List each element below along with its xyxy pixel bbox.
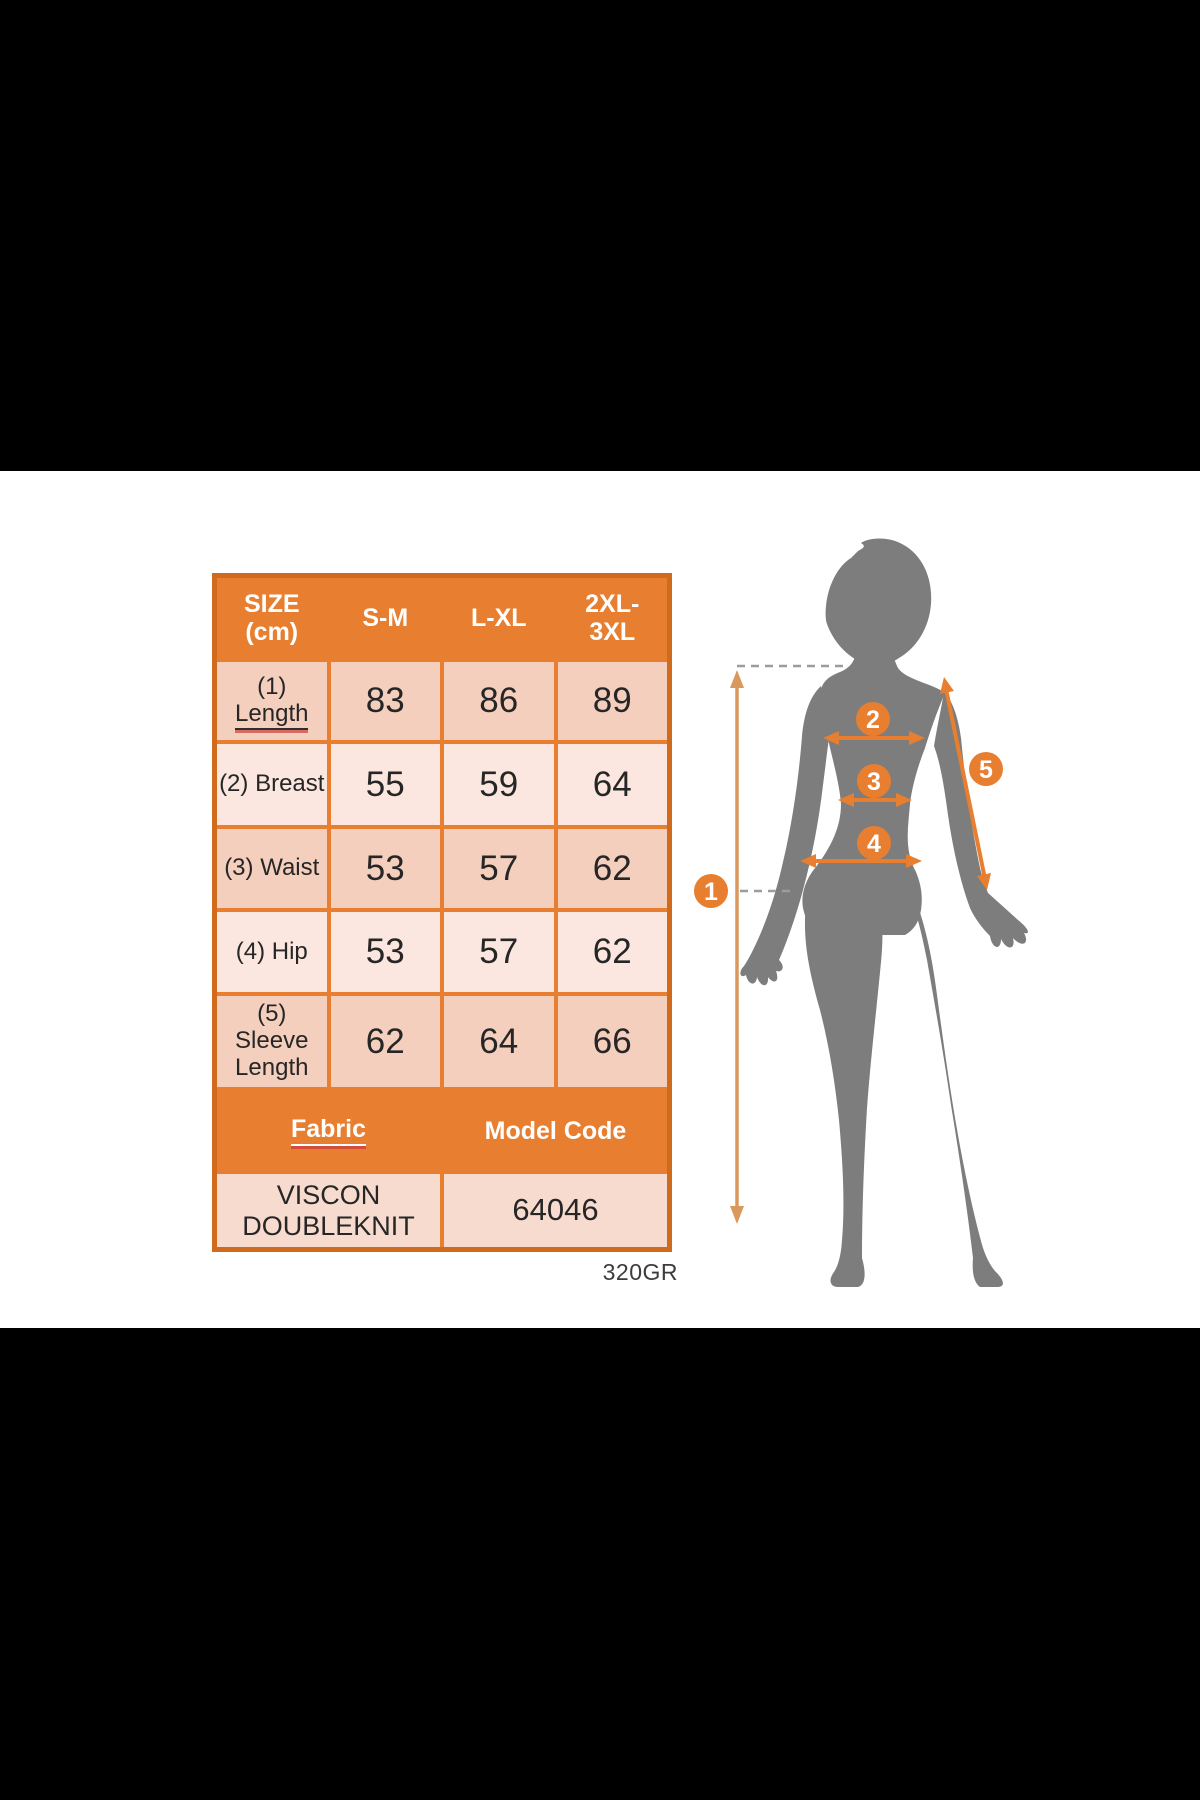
hip-2xl-value: 62 (557, 912, 667, 992)
header-l-xl: L-XL (444, 578, 554, 658)
header-2xl-3xl: 2XL- 3XL (557, 578, 667, 658)
row-hip-label: (4) Hip (217, 912, 327, 992)
row-sleeve-word2: Length (235, 1053, 309, 1081)
model-code-value: 64046 (444, 1174, 667, 1247)
row-breast-label: (2) Breast (217, 744, 327, 825)
row-sleeve-label: (5) Sleeve Length (217, 996, 327, 1087)
length-lxl-value: 86 (444, 662, 554, 740)
waist-2xl-value: 62 (557, 829, 667, 908)
letterbox-top (0, 0, 1200, 471)
breast-2xl-value: 64 (557, 744, 667, 825)
header-size-cm: SIZE (cm) (217, 578, 327, 658)
hip-sm-value: 53 (330, 912, 440, 992)
waist-lxl-value: 57 (444, 829, 554, 908)
row-sleeve-word1: Sleeve (235, 1027, 309, 1055)
model-code-header: Model Code (444, 1091, 667, 1170)
row-length-label: (1) Length (217, 662, 327, 740)
row-length-prefix: (1) (257, 673, 287, 701)
breast-lxl-value: 59 (444, 744, 554, 825)
row-length-word: Length (235, 700, 309, 730)
content-area: SIZE (cm) S-M L-XL 2XL- 3XL (1) Length 8… (0, 471, 1200, 1328)
breast-sm-value: 55 (330, 744, 440, 825)
row-sleeve-prefix: (5) (257, 1000, 287, 1028)
length-sm-value: 83 (330, 662, 440, 740)
fabric-weight-note: 320GR (602, 1259, 678, 1285)
hip-lxl-value: 57 (444, 912, 554, 992)
length-2xl-value: 89 (557, 662, 667, 740)
fabric-header: Fabric (217, 1091, 440, 1170)
waist-sm-value: 53 (330, 829, 440, 908)
fabric-header-label: Fabric (290, 1115, 367, 1146)
size-chart-table: SIZE (cm) S-M L-XL 2XL- 3XL (1) Length 8… (212, 573, 672, 1252)
sleeve-2xl-value: 66 (557, 996, 667, 1087)
letterbox-bottom (0, 1328, 1200, 1800)
row-waist-label: (3) Waist (217, 829, 327, 908)
fabric-value: VISCON DOUBLEKNIT (217, 1174, 440, 1247)
sleeve-lxl-value: 64 (444, 996, 554, 1087)
sleeve-sm-value: 62 (330, 996, 440, 1087)
header-s-m: S-M (330, 578, 440, 658)
